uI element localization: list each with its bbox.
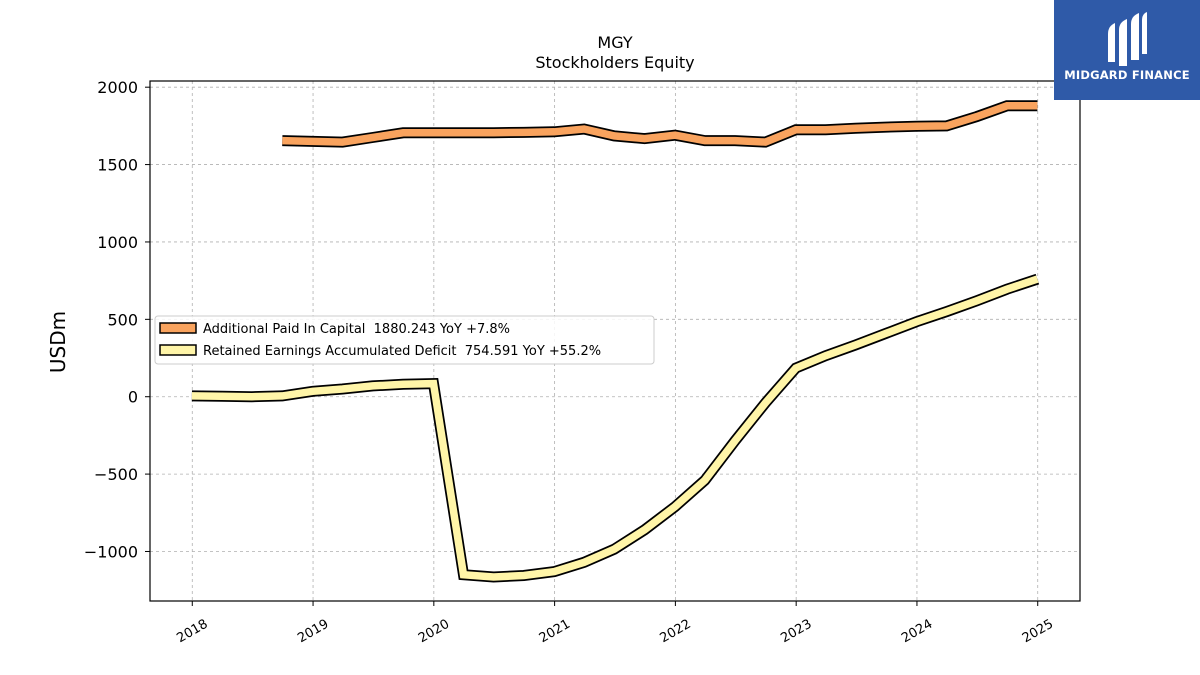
y-tick-label: −1000 (84, 542, 138, 561)
x-tick-label: 2021 (537, 617, 573, 647)
x-tick-label: 2019 (295, 617, 331, 647)
y-tick-label: −500 (94, 465, 138, 484)
legend: Additional Paid In Capital 1880.243 YoY … (154, 315, 655, 365)
legend-swatch-apic (159, 322, 197, 334)
legend-label-retained-earnings: Retained Earnings Accumulated Deficit 75… (203, 344, 601, 359)
x-tick-label: 2022 (658, 617, 694, 647)
legend-swatch-retained-earnings (159, 344, 197, 356)
series-line-0 (282, 100, 1038, 148)
midgard-finance-logo: MIDGARD FINANCE (1054, 0, 1200, 100)
series-band (282, 102, 1038, 146)
legend-label-apic: Additional Paid In Capital 1880.243 YoY … (203, 322, 510, 337)
y-axis-label: USDm (46, 311, 70, 373)
logo-text: MIDGARD FINANCE (1064, 68, 1190, 82)
x-tick-label: 2023 (778, 617, 814, 647)
y-tick-label: 1500 (97, 156, 138, 175)
chart-title: MGY (597, 33, 632, 52)
chart-subtitle: Stockholders Equity (535, 53, 694, 72)
y-tick-label: 2000 (97, 78, 138, 97)
y-tick-label: 1000 (97, 233, 138, 252)
plot-frame (149, 80, 1081, 602)
legend-box (154, 315, 655, 365)
x-tick-label: 2018 (174, 617, 210, 647)
series-band (191, 275, 1039, 581)
midgard-logo-icon (1108, 12, 1147, 66)
series-line-1 (191, 273, 1040, 583)
y-tick-label: 500 (107, 310, 138, 329)
series-lines (191, 100, 1040, 583)
x-tick-label: 2020 (416, 617, 452, 647)
axis-ticks: 2000 1500 1000 500 0 −500 −1000 2018 2019 2020 202… (84, 78, 1056, 646)
x-tick-label: 2024 (899, 617, 935, 647)
y-tick-label: 0 (128, 388, 138, 407)
x-tick-label: 2025 (1020, 617, 1056, 647)
